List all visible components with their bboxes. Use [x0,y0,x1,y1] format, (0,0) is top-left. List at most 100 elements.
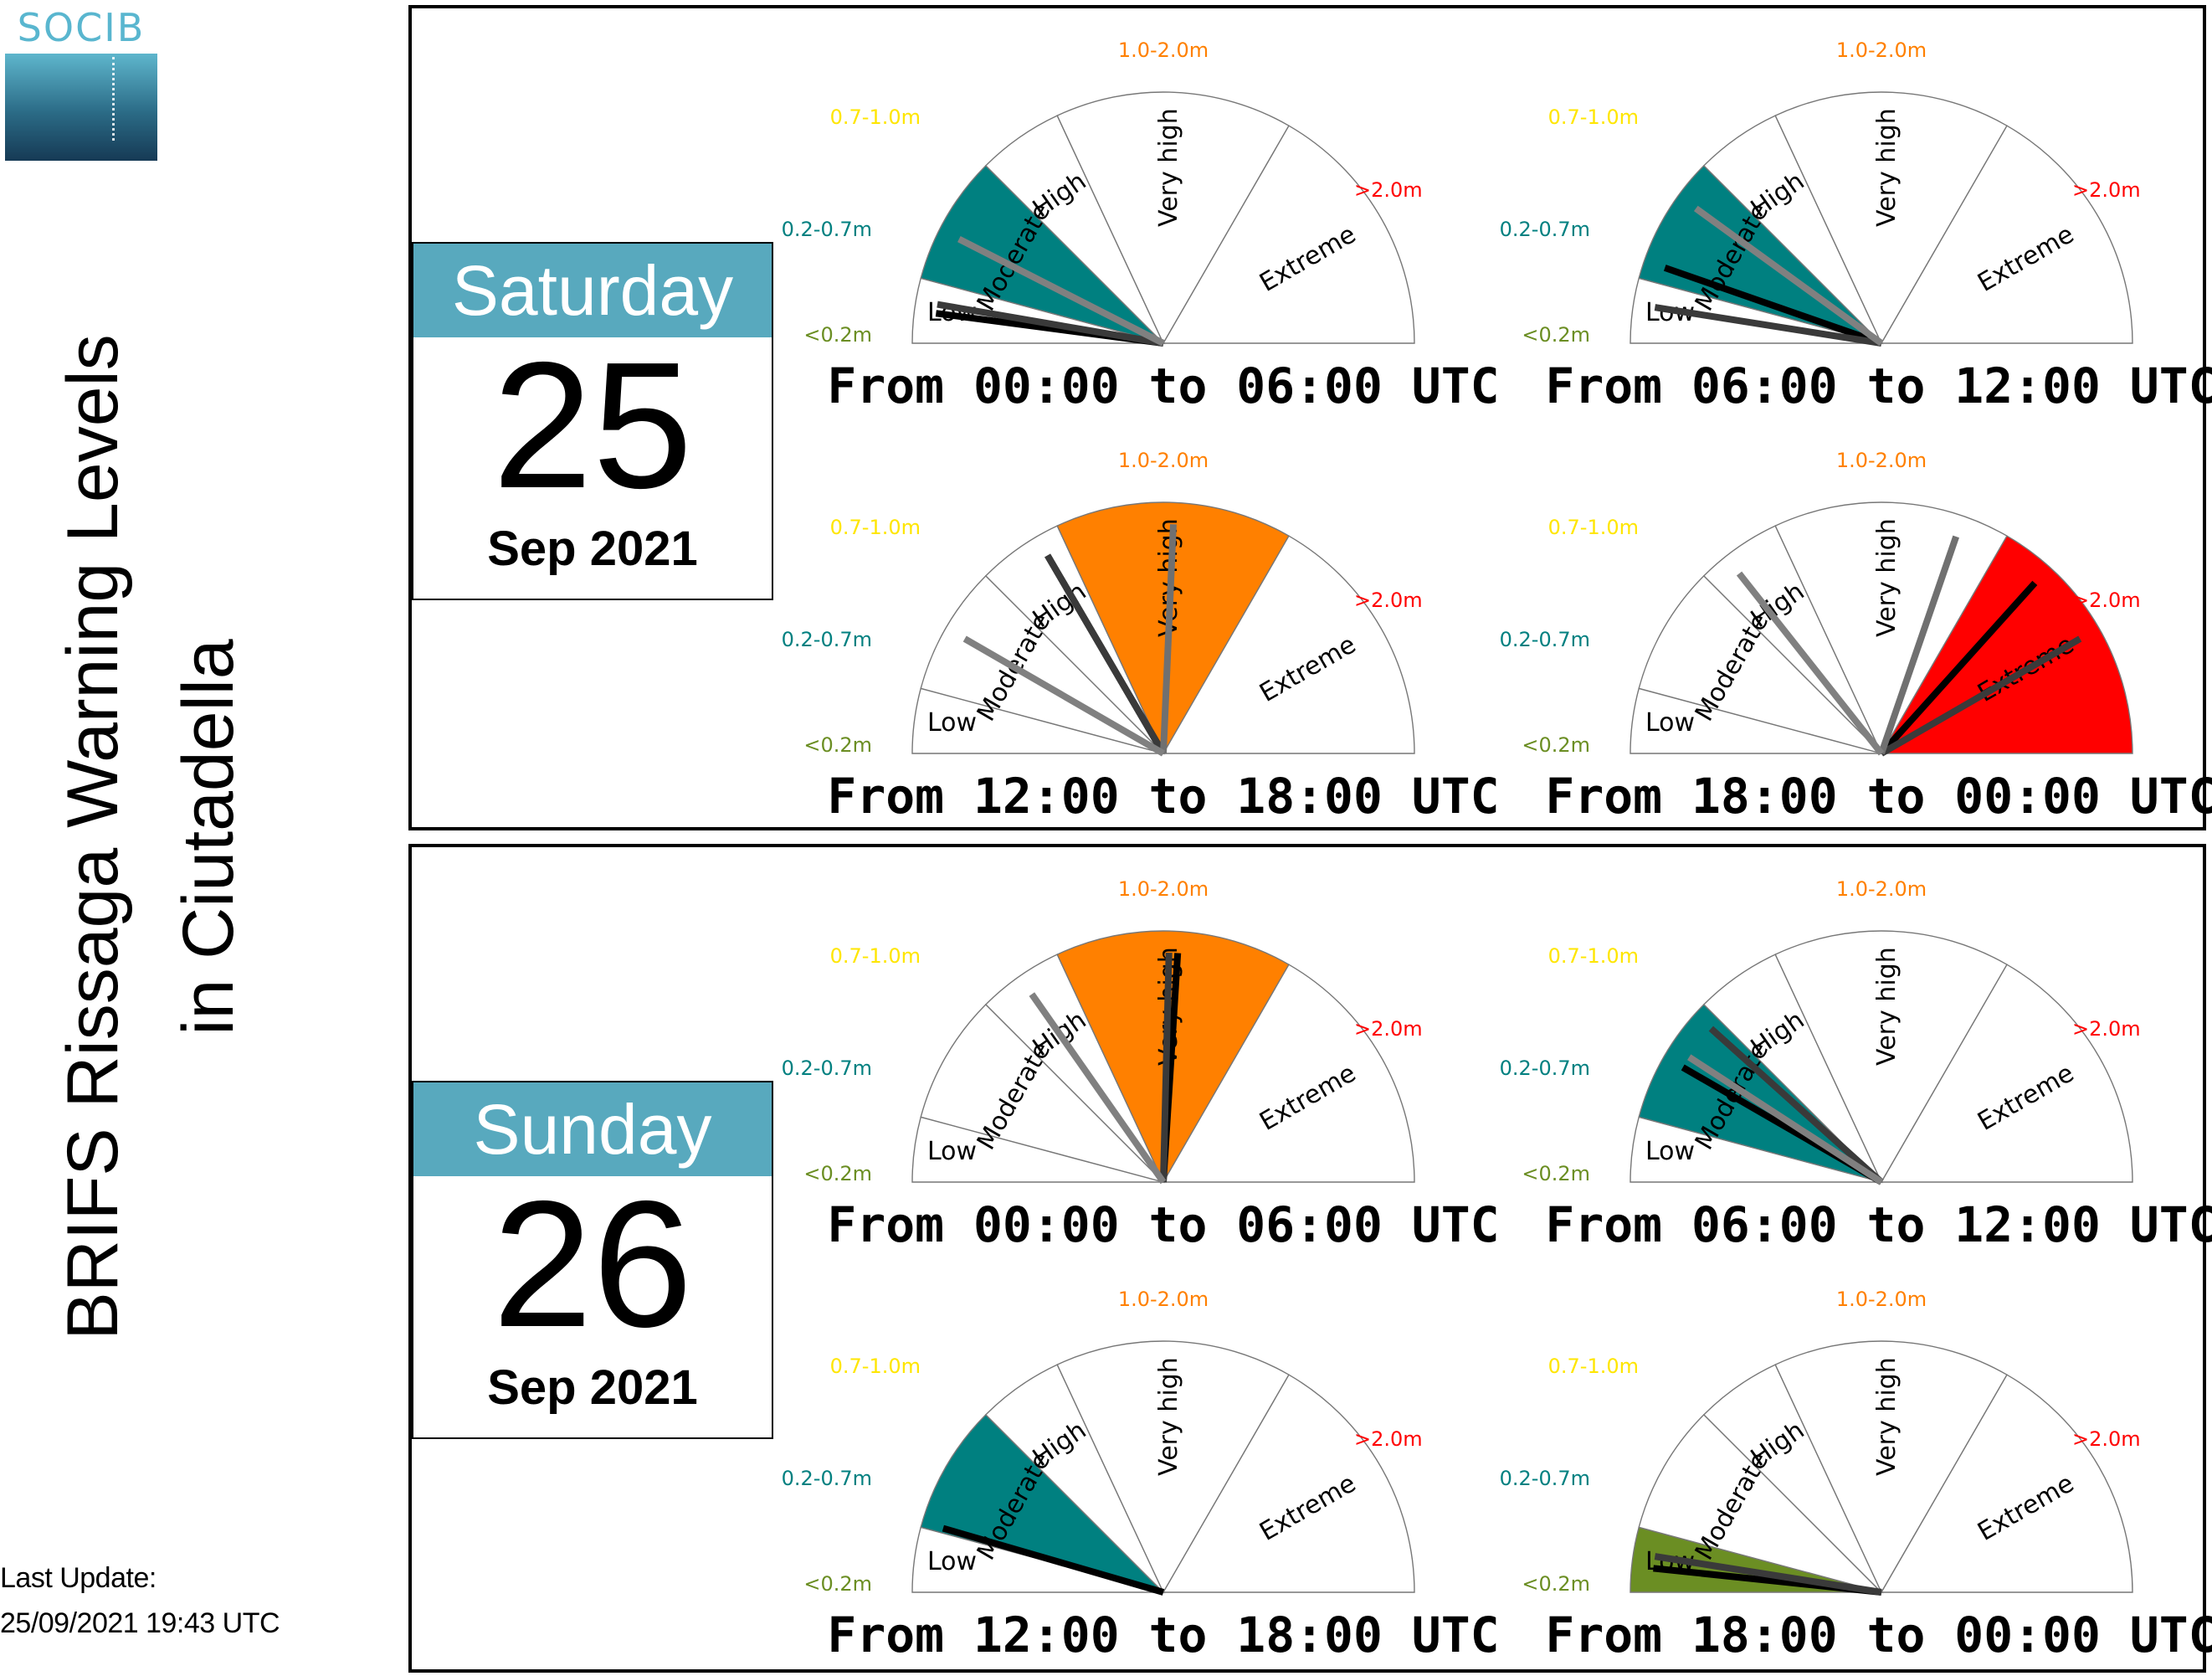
threshold-label: 0.7-1.0m [1548,516,1639,539]
gauge-sector [1638,574,1884,755]
level-label: Very high [1872,518,1901,637]
threshold-label: <0.2m [803,323,872,347]
threshold-label: <0.2m [803,733,872,757]
threshold-label: >2.0m [1354,1427,1423,1451]
level-label: Very high [1154,1357,1183,1476]
gauge-sector [920,1003,1166,1184]
last-update-label: Last Update: [0,1562,157,1594]
threshold-label: >2.0m [2072,589,2141,612]
threshold-label: 0.7-1.0m [1548,1355,1639,1378]
page-title-line2: in Ciutadella [168,639,249,1036]
forecast-needle [1879,580,2038,756]
threshold-label: >2.0m [2072,1017,2141,1041]
threshold-label: 1.0-2.0m [1836,1288,1927,1311]
gauge-sector [1880,125,2133,344]
threshold-label: 1.0-2.0m [1118,449,1209,472]
level-label: Very high [1872,108,1901,227]
day-name: Sunday [413,1082,772,1176]
period-label: From 18:00 to 00:00 UTC [1545,1607,2212,1663]
level-label: Very high [1872,1357,1901,1476]
gauge-sector [1638,1413,1884,1594]
gauge-sector [1774,91,2008,345]
day-name: Saturday [413,244,772,337]
threshold-label: 0.7-1.0m [830,1355,921,1378]
gauge-sector [1162,535,1415,754]
forecast-needle [1044,553,1167,756]
threshold-label: 0.2-0.7m [782,1056,872,1080]
gauge-sector [1880,535,2133,754]
day-card: Saturday 25 Sep 2021 [412,242,773,600]
threshold-label: 0.2-0.7m [782,628,872,651]
last-update: Last Update: 25/09/2021 19:43 UTC [0,1555,280,1646]
day-number: 26 [492,1163,693,1365]
gauge-sector [1056,501,1290,755]
threshold-label: 0.7-1.0m [830,105,921,129]
level-label: Low [927,1547,977,1576]
gauge-sector [1880,964,2133,1183]
forecast-needle [942,1524,1165,1596]
day-number: 25 [492,324,693,526]
threshold-label: <0.2m [803,1572,872,1596]
socib-logo: SOCIB [5,5,157,161]
level-label: Low [927,1137,977,1166]
gauge-sector [1162,125,1415,344]
forecast-needle [1654,1553,1882,1596]
forecast-needle [1687,1054,1884,1185]
forecast-needle [957,236,1165,347]
threshold-label: 1.0-2.0m [1118,39,1209,62]
page-title-line1: BRIFS Rissaga Warning Levels [53,334,133,1340]
gauge-sector [920,574,1166,755]
period-label: From 00:00 to 06:00 UTC [827,1196,1500,1253]
period-label: From 00:00 to 06:00 UTC [827,357,1500,414]
gauge-sector [1774,930,2008,1184]
level-label: Low [927,708,977,738]
threshold-label: 1.0-2.0m [1836,449,1927,472]
day-card: Sunday 26 Sep 2021 [412,1081,773,1439]
level-label: Very high [1154,108,1183,227]
period-label: From 06:00 to 12:00 UTC [1545,357,2212,414]
forecast-needle [1663,265,1883,347]
threshold-label: <0.2m [1522,1572,1590,1596]
forecast-needle [1654,304,1882,347]
forecast-needle [1029,992,1167,1185]
logo-text: SOCIB [17,5,146,50]
period-label: From 12:00 to 18:00 UTC [827,1607,1500,1663]
forecast-needle [962,635,1166,757]
page-title: BRIFS Rissaga Warning Levels in Ciutadel… [35,251,266,1423]
gauge-sector [1880,1374,2133,1593]
level-label: Low [1645,1137,1695,1166]
forecast-needle [1879,635,2082,757]
threshold-label: 0.7-1.0m [1548,105,1639,129]
gauge-sector [920,164,1166,345]
threshold-label: 1.0-2.0m [1118,877,1209,901]
threshold-label: >2.0m [1354,589,1423,612]
gauge-sector [1056,91,1290,345]
threshold-label: 0.7-1.0m [1548,944,1639,968]
gauge-sector [1774,1340,2008,1594]
threshold-label: 1.0-2.0m [1836,39,1927,62]
level-label: Very high [1872,947,1901,1066]
threshold-label: 0.7-1.0m [830,516,921,539]
last-update-value: 25/09/2021 19:43 UTC [0,1607,280,1639]
logo-graphic [5,54,157,161]
threshold-label: 0.7-1.0m [830,944,921,968]
threshold-label: >2.0m [2072,178,2141,202]
forecast-needle [1736,571,1885,756]
forecast-needle [1693,205,1884,347]
day-panel-saturday: Saturday 25 Sep 2021 LowModerateHighVery… [408,5,2212,830]
period-label: From 12:00 to 18:00 UTC [827,768,1500,825]
threshold-label: >2.0m [1354,1017,1423,1041]
